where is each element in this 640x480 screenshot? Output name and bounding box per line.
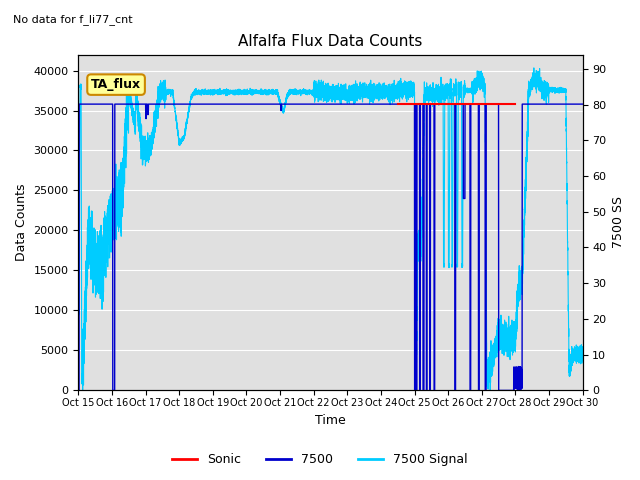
X-axis label: Time: Time	[315, 414, 346, 427]
Y-axis label: Data Counts: Data Counts	[15, 184, 28, 261]
Y-axis label: 7500 SS: 7500 SS	[612, 196, 625, 249]
Legend: Sonic, 7500, 7500 Signal: Sonic, 7500, 7500 Signal	[167, 448, 473, 471]
Title: Alfalfa Flux Data Counts: Alfalfa Flux Data Counts	[238, 34, 422, 49]
Text: No data for f_li77_cnt: No data for f_li77_cnt	[13, 14, 132, 25]
Text: TA_flux: TA_flux	[91, 78, 141, 91]
